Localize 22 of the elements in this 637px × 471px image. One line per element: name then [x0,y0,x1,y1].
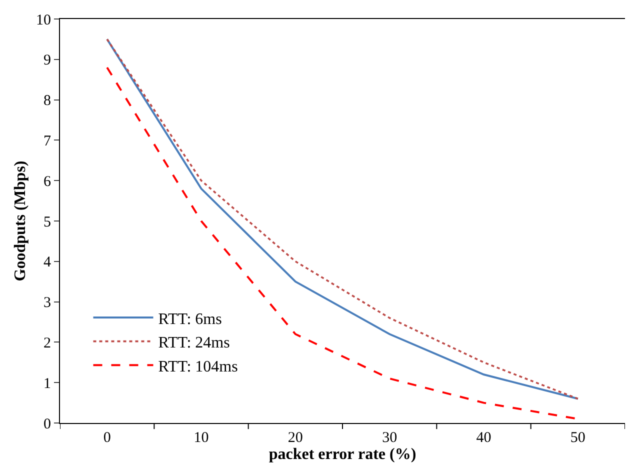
y-tick-label: 3 [44,295,51,312]
y-tick-label: 5 [44,214,51,230]
y-tick-label: 6 [44,174,52,190]
y-tick-label: 9 [44,52,51,69]
y-tick-label: 7 [44,133,52,150]
x-tick-label: 20 [288,430,303,446]
y-tick-label: 0 [44,416,51,432]
y-tick-label: 2 [44,335,51,352]
x-tick-label: 30 [382,430,398,446]
x-tick-label: 0 [103,430,111,446]
x-tick-label: 40 [476,430,492,446]
y-tick-label: 4 [44,254,52,271]
y-tick-label: 8 [44,93,51,110]
x-tick-label: 10 [194,430,209,446]
legend-label: RTT: 104ms [158,358,238,376]
legend-label: RTT: 24ms [158,334,230,352]
y-axis-title: Goodputs (Mbps) [12,160,29,282]
x-axis-title: packet error rate (%) [268,446,416,463]
y-tick-label: 1 [44,376,51,392]
legend-label: RTT: 6ms [158,310,222,328]
x-tick-label: 50 [570,430,586,446]
y-tick-label: 10 [36,12,51,28]
